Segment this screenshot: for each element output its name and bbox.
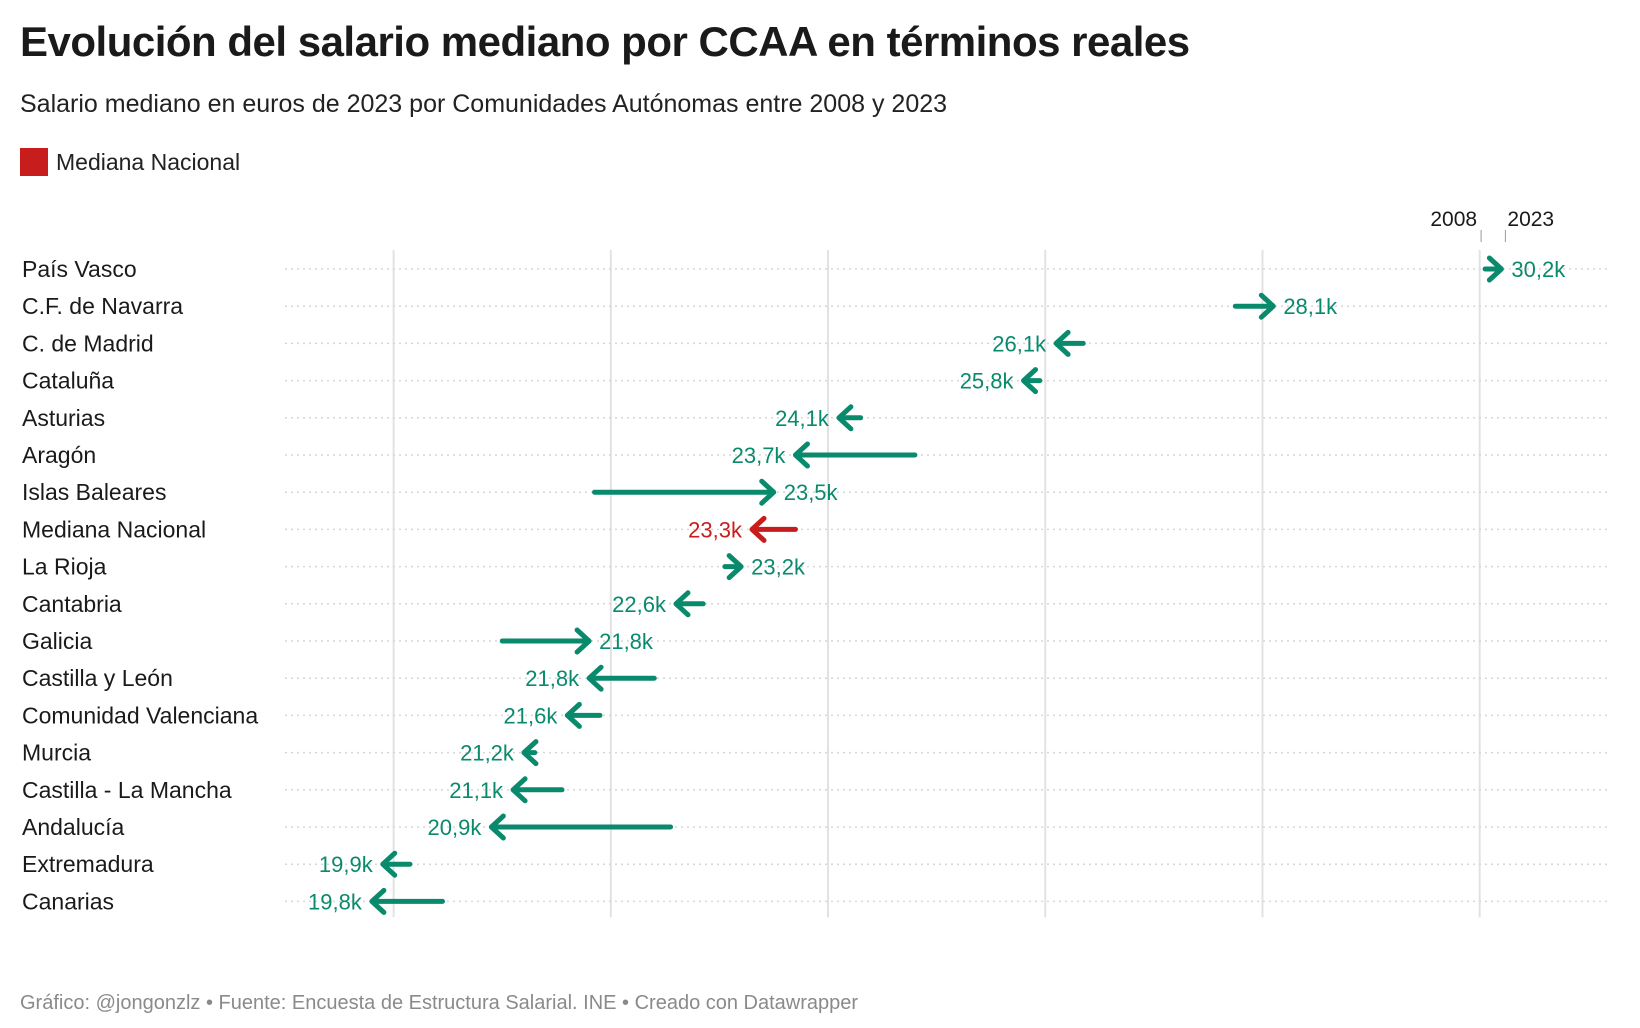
row-label: Cantabria: [22, 591, 122, 617]
value-label: 25,8k: [960, 369, 1015, 394]
value-label: 23,7k: [732, 443, 787, 468]
row-label: C. de Madrid: [22, 330, 154, 356]
arrow-head: [510, 776, 528, 804]
value-label: 24,1k: [775, 406, 830, 431]
arrow-mark: [488, 813, 674, 841]
arrow-head: [1021, 367, 1039, 395]
rows-layer: País Vasco 30,2k C.F. de Navarra 28,1k C. de…: [22, 255, 1566, 915]
grid-layer: [285, 250, 1610, 918]
value-label: 21,8k: [525, 666, 580, 691]
start-year-label: 2008: [1430, 210, 1477, 231]
arrow-mark: [592, 478, 777, 506]
arrow-mark: [369, 887, 445, 915]
row-label: Islas Baleares: [22, 479, 166, 505]
arrow-mark: [380, 850, 413, 878]
value-label: 21,2k: [460, 741, 515, 766]
value-label: 21,8k: [599, 629, 654, 654]
value-label: 23,3k: [688, 517, 743, 542]
row-label: Comunidad Valenciana: [22, 702, 258, 728]
arrow-mark: [792, 441, 918, 469]
legend-label: Mediana Nacional: [56, 148, 241, 175]
legend: Mediana Nacional: [20, 148, 240, 176]
arrow-head: [1258, 292, 1276, 320]
arrow-mark: [1232, 292, 1276, 320]
arrow-mark: [1482, 255, 1504, 283]
row-label: Castilla - La Mancha: [22, 777, 232, 803]
value-label: 28,1k: [1283, 294, 1338, 319]
value-label: 19,8k: [308, 889, 363, 914]
footer-credits: Gráfico: @jongonzlz • Fuente: Encuesta d…: [20, 992, 859, 1014]
arrow-head: [586, 664, 604, 692]
arrow-head: [792, 441, 810, 469]
end-year-label: 2023: [1507, 210, 1554, 231]
arrow-chart: País Vasco 30,2k C.F. de Navarra 28,1k C. de…: [22, 210, 1610, 918]
arrow-head: [1053, 329, 1071, 357]
value-label: 19,9k: [319, 852, 374, 877]
legend-swatch: [20, 148, 48, 176]
value-label: 30,2k: [1511, 257, 1566, 282]
row-label: Canarias: [22, 888, 114, 914]
arrow-head: [673, 590, 691, 618]
value-label: 20,9k: [428, 815, 483, 840]
arrow-head: [726, 553, 744, 581]
value-label: 23,5k: [784, 480, 839, 505]
row-label: Murcia: [22, 740, 91, 766]
arrow-head: [574, 627, 592, 655]
chart-subtitle: Salario mediano en euros de 2023 por Com…: [20, 90, 948, 118]
arrow-head: [759, 478, 777, 506]
arrow-mark: [722, 553, 744, 581]
row-label: País Vasco: [22, 256, 137, 282]
arrow-mark: [586, 664, 657, 692]
row-label: Castilla y León: [22, 665, 173, 691]
value-label: 23,2k: [751, 555, 806, 580]
value-label: 26,1k: [992, 331, 1047, 356]
row-label: Cataluña: [22, 368, 114, 394]
arrow-head: [1486, 255, 1504, 283]
arrow-head: [521, 739, 539, 767]
arrow-mark: [521, 739, 539, 767]
row-label: Galicia: [22, 628, 93, 654]
row-label: La Rioja: [22, 554, 107, 580]
arrow-head: [749, 515, 767, 543]
row-label: Mediana Nacional: [22, 516, 206, 542]
arrow-mark: [836, 404, 864, 432]
arrow-mark: [510, 776, 565, 804]
row-label: C.F. de Navarra: [22, 293, 183, 319]
arrow-mark: [1053, 329, 1086, 357]
value-label: 21,1k: [449, 778, 504, 803]
arrow-head: [836, 404, 854, 432]
year-header: 2008 2023: [1430, 210, 1554, 242]
chart-title: Evolución del salario mediano por CCAA e…: [20, 18, 1190, 65]
arrow-mark: [499, 627, 592, 655]
arrow-head: [488, 813, 506, 841]
arrow-mark: [1021, 367, 1043, 395]
arrow-head: [564, 701, 582, 729]
row-label: Aragón: [22, 442, 96, 468]
arrow-head: [380, 850, 398, 878]
arrow-mark: [564, 701, 603, 729]
row-label: Asturias: [22, 405, 105, 431]
row-label: Andalucía: [22, 814, 125, 840]
arrow-head: [369, 887, 387, 915]
arrow-mark: [673, 590, 706, 618]
row-label: Extremadura: [22, 851, 154, 877]
value-label: 22,6k: [612, 592, 667, 617]
value-label: 21,6k: [504, 703, 559, 728]
arrow-mark: [749, 515, 798, 543]
